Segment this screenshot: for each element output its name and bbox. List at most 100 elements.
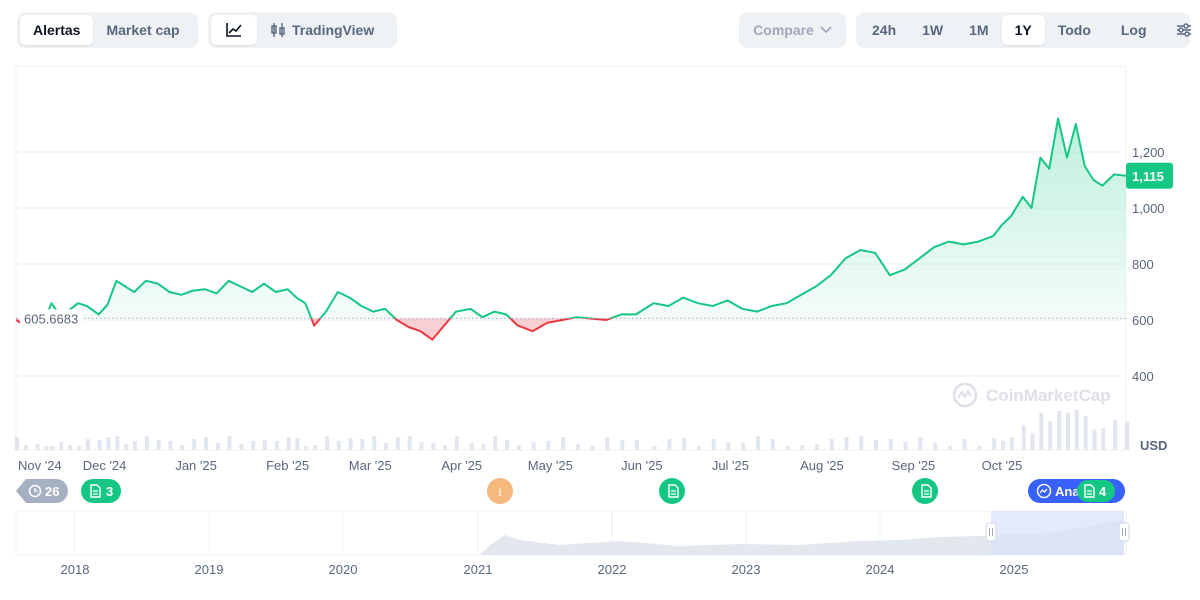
volume-bar <box>76 446 81 450</box>
range-1y[interactable]: 1Y <box>1001 15 1045 45</box>
volume-bar <box>1101 428 1106 450</box>
y-tick-label: 800 <box>1132 257 1154 272</box>
volume-bar <box>1074 409 1079 450</box>
volume-bar <box>251 441 256 450</box>
volume-bar <box>313 445 318 450</box>
volume-bar <box>531 442 536 450</box>
volume-bar <box>605 437 610 450</box>
tab-alertas[interactable]: Alertas <box>20 15 94 45</box>
volume-bar <box>977 446 982 450</box>
navigator-year-label: 2021 <box>464 562 493 577</box>
baseline-label: 605.6683 <box>20 309 82 328</box>
settings-button[interactable] <box>1164 15 1200 45</box>
volume-bar <box>395 437 400 450</box>
document-lines <box>924 490 929 495</box>
clock-hands <box>34 488 38 492</box>
navigator-handle[interactable] <box>1118 522 1130 542</box>
volume-bar <box>726 442 731 450</box>
event-analysis[interactable]: Ana 4 <box>1028 479 1125 503</box>
candlestick-icon <box>271 23 285 37</box>
x-tick-label: Jun '25 <box>621 458 663 473</box>
navigator-year-label: 2019 <box>195 562 224 577</box>
volume-bar <box>1021 425 1026 450</box>
compare-label: Compare <box>753 22 814 38</box>
volume-bar <box>454 436 459 450</box>
range-1m[interactable]: 1M <box>969 22 989 38</box>
volume-bar <box>888 439 893 450</box>
event-count: 3 <box>106 484 113 499</box>
document-icon <box>668 484 679 498</box>
x-tick-label: Sep '25 <box>892 458 936 473</box>
y-tick-label: 400 <box>1132 369 1154 384</box>
volume-bar <box>239 444 244 450</box>
volume-bar <box>215 443 220 450</box>
event-info[interactable]: i <box>487 478 513 504</box>
current-price-tag: 1,115 <box>1126 162 1173 189</box>
line-chart-button[interactable] <box>211 15 257 45</box>
volume-bar <box>546 441 551 450</box>
document-lines <box>671 490 676 495</box>
info-icon: i <box>498 484 502 499</box>
range-1w[interactable]: 1W <box>922 22 944 38</box>
volume-bar <box>874 440 879 450</box>
volume-bar <box>168 441 173 450</box>
watermark-text: CoinMarketCap <box>986 386 1111 405</box>
document-icon <box>90 484 101 498</box>
volume-bar <box>133 441 138 450</box>
x-tick-label: Jul '25 <box>712 458 749 473</box>
x-tick-label: Dec '24 <box>83 458 127 473</box>
event-document[interactable] <box>912 478 938 504</box>
event-history[interactable]: 26 <box>16 479 68 503</box>
clock-icon <box>28 484 42 498</box>
sliders-icon <box>1176 23 1191 37</box>
volume-bar <box>962 439 967 450</box>
volume-bar <box>35 444 40 450</box>
chart-toolbar: Alertas Market cap TradingView Compare 2… <box>0 12 1200 48</box>
event-count: 4 <box>1099 484 1107 499</box>
volume-bar <box>481 444 486 450</box>
volume-bar <box>785 446 790 450</box>
volume-bar <box>262 440 267 450</box>
volume-bar <box>590 446 595 450</box>
log-toggle[interactable]: Log <box>1120 22 1147 38</box>
range-todo[interactable]: Todo <box>1057 22 1091 38</box>
volume-bar <box>696 446 701 450</box>
tradingview-button[interactable]: TradingView <box>257 15 387 45</box>
navigator-handle[interactable] <box>985 522 997 542</box>
volume-bar <box>97 440 102 450</box>
volume-bar <box>336 441 341 450</box>
analysis-label: Ana <box>1055 484 1080 499</box>
unit-label: USD <box>1140 438 1167 453</box>
volume-bar <box>575 444 580 450</box>
volume-bar <box>903 442 908 450</box>
range-navigator[interactable]: 2018 2019 2020 2021 2022 2023 2024 2025 <box>15 510 1130 577</box>
volume-bar <box>59 442 64 450</box>
volume-bar <box>106 437 111 450</box>
volume-bar <box>407 436 412 450</box>
coinmarketcap-watermark: CoinMarketCap <box>952 382 1111 408</box>
cmc-logo-mark <box>957 388 972 400</box>
event-documents[interactable]: 3 <box>81 479 121 503</box>
navigator-window[interactable] <box>991 511 1124 555</box>
volume-bar <box>634 440 639 450</box>
chart-type-switch: TradingView <box>208 12 397 48</box>
navigator-year-label: 2018 <box>61 562 90 577</box>
tab-market-cap[interactable]: Market cap <box>106 22 180 38</box>
volume-bar <box>1113 419 1118 450</box>
volume-bar <box>1057 411 1062 450</box>
volume-bar <box>844 437 849 450</box>
handle-grip-icon <box>1122 528 1126 536</box>
volume-bar <box>829 439 834 450</box>
handle-grip-icon <box>989 528 993 536</box>
x-tick-label: Jan '25 <box>175 458 217 473</box>
compare-dropdown[interactable]: Compare <box>739 12 846 48</box>
range-24h[interactable]: 24h <box>872 22 897 38</box>
volume-bar <box>274 441 279 450</box>
analysis-mark <box>1039 488 1048 494</box>
navigator-year-label: 2020 <box>329 562 358 577</box>
volume-bar <box>443 445 448 450</box>
volume-bar <box>192 439 197 450</box>
volume-bar <box>85 439 90 450</box>
event-document[interactable] <box>659 478 685 504</box>
navigator-year-label: 2022 <box>598 562 627 577</box>
